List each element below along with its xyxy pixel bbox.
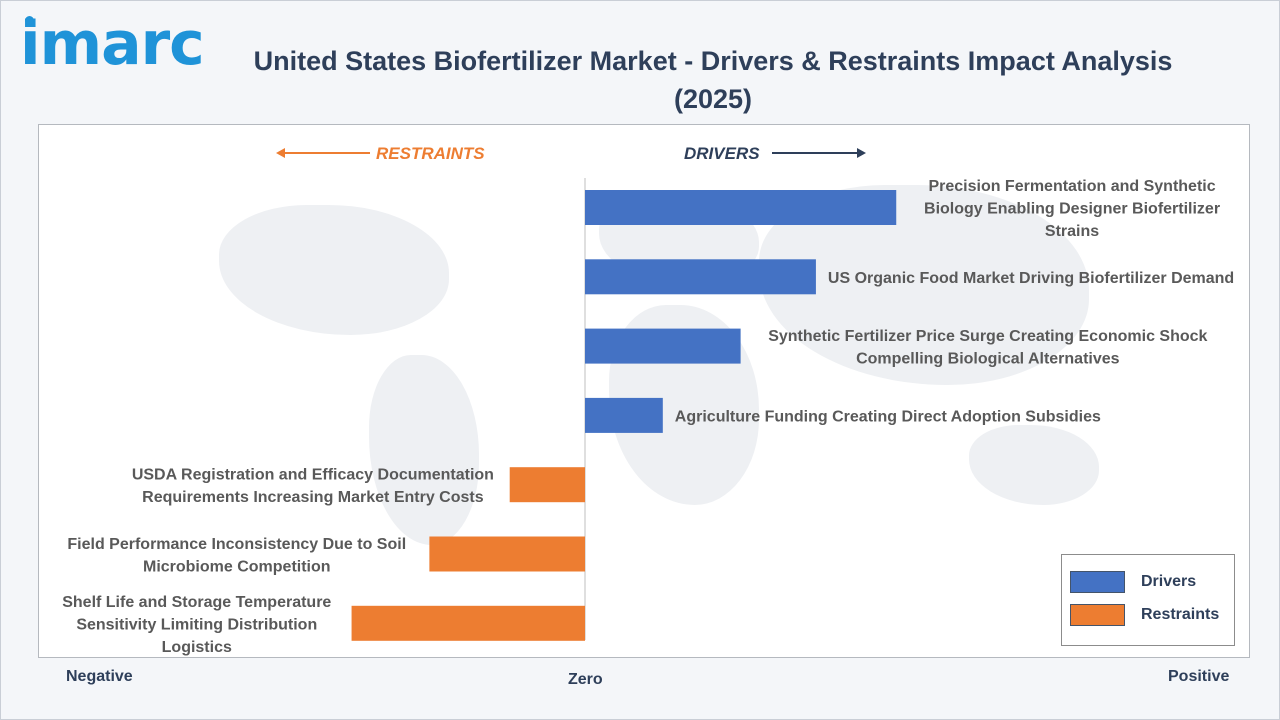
bar-label-line: Sensitivity Limiting Distribution <box>76 616 317 633</box>
restraint-bar-label: USDA Registration and Efficacy Documenta… <box>132 466 494 506</box>
legend-swatch-drivers <box>1070 571 1125 593</box>
legend-item-restraints: Restraints <box>1070 603 1219 627</box>
axis-positive-label: Positive <box>1168 668 1230 685</box>
driver-bar <box>585 259 816 295</box>
restraint-bar-label: Shelf Life and Storage Temperature Sensit… <box>62 594 331 656</box>
driver-bar <box>585 190 897 225</box>
legend-label-drivers: Drivers <box>1141 573 1197 590</box>
restraint-bar <box>351 605 585 641</box>
driver-bar-label: US Organic Food Market Driving Biofertil… <box>828 270 1234 287</box>
drivers-arrow <box>772 148 866 158</box>
axis-negative-label: Negative <box>66 668 133 685</box>
bar-label-line: US Organic Food Market Driving Biofertil… <box>828 270 1234 287</box>
logo-text: imarc <box>20 9 205 79</box>
driver-bar-label: Precision Fermentation and Synthetic Biol… <box>924 178 1220 240</box>
restraint-bar <box>509 467 585 503</box>
logo-dot <box>25 16 34 25</box>
bar-label-line: Logistics <box>162 639 232 656</box>
restraints-direction-label: RESTRAINTS <box>376 144 485 163</box>
bar-label-line: Agriculture Funding Creating Direct Adop… <box>675 408 1101 425</box>
imarc-logo: imarc <box>20 14 205 74</box>
bar-label-line: Synthetic Fertilizer Price Surge Creatin… <box>768 328 1207 345</box>
legend-swatch-restraints <box>1070 604 1125 626</box>
bar-label-line: Precision Fermentation and Synthetic <box>928 178 1215 195</box>
world-map-north-america <box>219 205 449 335</box>
world-map-australia <box>969 425 1099 505</box>
bar-label-line: Biology Enabling Designer Biofertilizer <box>924 201 1220 218</box>
world-map-south-america <box>369 355 479 545</box>
driver-bar-label: Synthetic Fertilizer Price Surge Creatin… <box>768 328 1207 368</box>
restraint-bar-label: Field Performance Inconsistency Due to S… <box>67 536 406 576</box>
bar-label-line: Strains <box>1045 223 1099 240</box>
restraint-bar <box>429 536 585 572</box>
drivers-direction-label: DRIVERS <box>684 144 760 163</box>
bar-label-line: USDA Registration and Efficacy Documenta… <box>132 466 494 483</box>
driver-bar <box>585 328 741 364</box>
page-title: United States Biofertilizer Market - Dri… <box>253 46 1173 114</box>
bar-label-line: Requirements Increasing Market Entry Cos… <box>142 489 484 506</box>
driver-bar <box>585 397 663 433</box>
restraints-arrow <box>276 148 370 158</box>
bar-label-line: Compelling Biological Alternatives <box>856 350 1120 367</box>
legend: Drivers Restraints <box>1061 554 1235 646</box>
legend-label-restraints: Restraints <box>1141 606 1220 623</box>
bar-label-line: Shelf Life and Storage Temperature <box>62 594 331 611</box>
bar-label-line: Field Performance Inconsistency Due to S… <box>67 536 406 553</box>
legend-item-drivers: Drivers <box>1070 570 1196 594</box>
bar-label-line: Microbiome Competition <box>143 558 331 575</box>
driver-bar-label: Agriculture Funding Creating Direct Adop… <box>675 408 1101 425</box>
axis-zero-label: Zero <box>568 671 603 688</box>
